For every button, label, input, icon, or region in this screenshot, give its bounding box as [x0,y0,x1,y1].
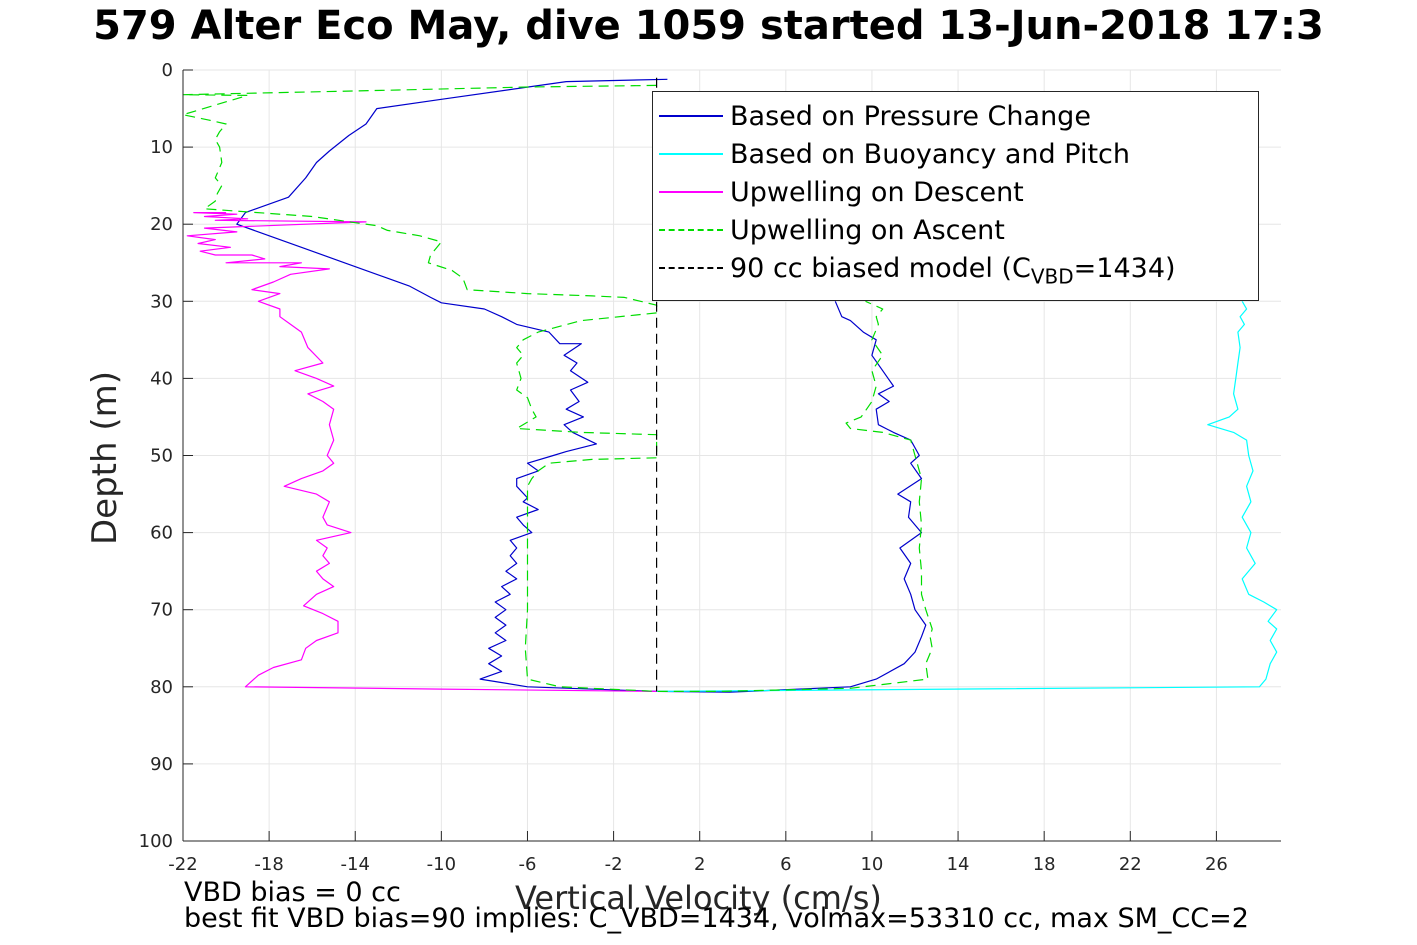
legend-entry-buoyancy-pitch: Based on Buoyancy and Pitch [653,135,1260,173]
x-tick-label: 22 [1119,854,1142,875]
y-tick-label: 40 [150,368,173,389]
legend: Based on Pressure Change Based on Buoyan… [652,91,1259,301]
x-tick-label: -18 [254,854,283,875]
y-axis-label: Depth (m) [85,370,125,546]
x-tick-label: 26 [1205,854,1228,875]
axes: -22 -18 -14 -10 -6 -2 2 6 10 14 18 22 26010203040506… [139,60,1281,875]
series-line-3 [182,84,933,692]
x-tick-label: -14 [341,854,370,875]
y-tick-label: 60 [150,523,173,544]
y-tick-label: 70 [150,600,173,621]
legend-entry-upwelling-ascent: Upwelling on Ascent [653,211,1260,249]
y-tick-label: 10 [150,137,173,158]
x-tick-label: 2 [694,854,705,875]
legend-label-buoyancy-pitch: Based on Buoyancy and Pitch [730,139,1130,170]
x-tick-label: -10 [427,854,456,875]
y-tick-label: 80 [150,677,173,698]
series-line-2 [186,212,657,692]
x-axis-label: Vertical Velocity (cm/s) [515,879,882,917]
x-tick-label: -6 [518,854,536,875]
x-tick-label: 10 [860,854,883,875]
footnote-vbd-bias: VBD bias = 0 cc [184,877,401,908]
y-tick-label: 20 [150,214,173,235]
x-tick-label: 14 [947,854,970,875]
legend-label-biased-model: 90 cc biased model (CVBD=1434) [730,255,1176,286]
x-tick-label: -2 [605,854,623,875]
y-tick-label: 100 [139,831,173,852]
footnote-best-fit: best fit VBD bias=90 implies: C_VBD=1434… [184,903,1249,934]
legend-label-upwelling-ascent: Upwelling on Ascent [730,215,1005,246]
legend-entry-pressure-change: Based on Pressure Change [653,97,1260,135]
legend-label-biased-model-sub: VBD [1030,264,1074,289]
legend-label-biased-model-prefix: 90 cc biased model (C [730,253,1031,284]
x-tick-label: 6 [780,854,791,875]
legend-entry-biased-model: 90 cc biased model (CVBD=1434) [653,249,1260,287]
legend-swatch-upwelling-ascent [659,229,723,231]
x-tick-label: -22 [168,854,197,875]
series-line-0 [236,78,927,693]
y-tick-label: 90 [150,754,173,775]
chart-title: 579 Alter Eco May, dive 1059 started 13-… [93,3,1324,49]
x-tick-label: 18 [1033,854,1056,875]
series-line-1 [656,301,1278,692]
legend-entry-upwelling-descent: Upwelling on Descent [653,173,1260,211]
y-tick-label: 0 [162,60,173,81]
legend-swatch-biased-model [659,267,723,269]
legend-label-pressure-change: Based on Pressure Change [730,101,1091,132]
legend-swatch-upwelling-descent [659,191,723,193]
legend-label-upwelling-descent: Upwelling on Descent [730,177,1024,208]
legend-label-biased-model-suffix: =1434) [1073,253,1176,284]
y-tick-label: 50 [150,446,173,467]
y-tick-label: 30 [150,291,173,312]
legend-swatch-pressure-change [659,115,723,117]
legend-swatch-buoyancy-pitch [659,153,723,155]
